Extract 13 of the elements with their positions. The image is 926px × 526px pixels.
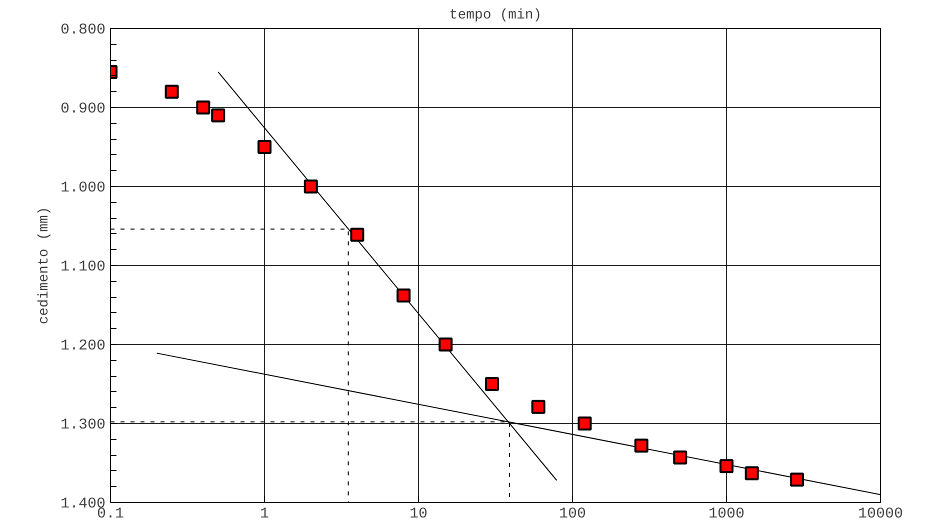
x-tick-label: 100 <box>559 506 586 522</box>
y-tick-label: 0.900 <box>60 100 106 118</box>
x-axis-title: tempo (min) <box>449 8 542 24</box>
y-axis-title: cedimento (mm) <box>36 206 52 324</box>
y-tick-label: 1.000 <box>60 180 106 196</box>
x-tick-label: 10000 <box>858 506 904 522</box>
x-tick-label: 10 <box>410 506 428 522</box>
y-tick-label: 1.200 <box>60 338 106 354</box>
x-tick-label: 1000 <box>708 506 745 522</box>
y-tick-label: 0.800 <box>60 22 106 38</box>
y-tick-label: 1.300 <box>60 416 106 434</box>
x-tick-label: 1 <box>260 506 270 522</box>
y-tick-label: 1.100 <box>60 258 106 276</box>
